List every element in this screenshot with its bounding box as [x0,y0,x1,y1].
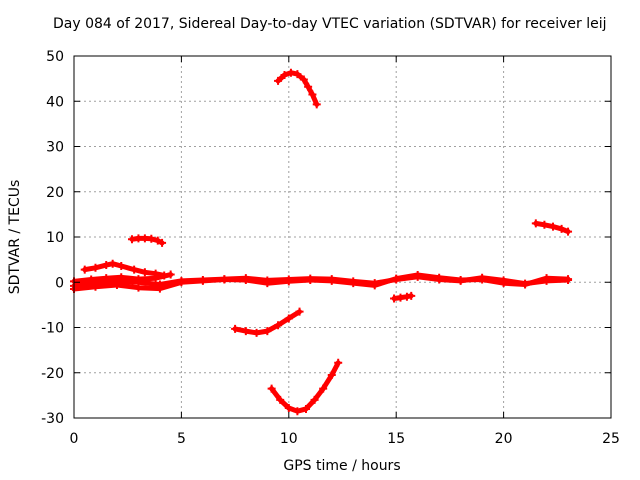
data-point [87,275,96,284]
data-point [310,395,319,404]
data-point [499,279,508,288]
data-point [252,328,261,337]
data-point [117,273,126,282]
data-point [80,265,89,274]
x-tick-label: 5 [177,431,186,447]
data-point [334,358,343,367]
data-point [241,275,250,284]
data-point [102,261,111,270]
data-point [112,280,121,289]
data-point [349,279,358,288]
data-point [91,263,100,272]
data-point [102,274,111,283]
data-point [557,224,566,233]
data-point [435,273,444,282]
data-point [540,220,549,229]
data-point [153,236,162,245]
x-tick-label: 0 [70,431,79,447]
x-tick-label: 25 [602,431,620,447]
y-tick-label: 20 [46,185,64,201]
data-point [327,371,336,380]
data-point [280,71,289,80]
chart-title: Day 084 of 2017, Sidereal Day-to-day VTE… [53,16,607,32]
grid [74,56,611,418]
data-point [299,75,308,84]
data-point [267,384,276,393]
data-point [531,219,540,228]
y-tick-label: 0 [55,275,64,291]
data-point [134,275,143,284]
data-point [91,282,100,291]
data-point [549,222,558,231]
y-tick-label: -30 [41,411,64,427]
data-point [564,227,573,236]
data-point [274,321,283,330]
x-tick-label: 10 [280,431,298,447]
data-point [521,280,530,289]
data-point [284,277,293,286]
data-point [542,274,551,283]
data-point [295,307,304,316]
data-point [286,68,295,77]
data-point [308,90,317,99]
y-axis-label: SDTVAR / TECUs [7,180,23,295]
y-tick-label: 10 [46,230,64,246]
data-point [407,291,416,300]
data-point [456,275,465,284]
data-point [117,261,126,270]
data-point [177,278,186,287]
data-point [158,238,167,247]
data-point [392,274,401,283]
data-point [276,395,285,404]
data-point [564,275,573,284]
data-point [293,70,302,79]
x-tick-label: 15 [387,431,405,447]
data-point [312,100,321,109]
data-point [327,276,336,285]
data-point [231,324,240,333]
data-point [284,404,293,413]
data-point [284,314,293,323]
y-tick-label: 50 [46,49,64,65]
data-point [306,275,315,284]
data-point [478,275,487,284]
data-point [304,82,313,91]
y-tick-label: -20 [41,366,64,382]
data-point [293,407,302,416]
data-point [274,76,283,85]
data-point [134,283,143,292]
x-axis-label: GPS time / hours [283,458,400,474]
data-point [130,265,139,274]
data-point [155,284,164,293]
data-point [319,384,328,393]
data-point [140,268,149,277]
data-point [263,279,272,288]
y-tick-label: -10 [41,321,64,337]
data-point [370,281,379,290]
data-point [108,259,117,268]
x-tick-label: 20 [495,431,513,447]
data-point [147,234,156,243]
data-point [198,276,207,285]
y-tick-label: 40 [46,94,64,110]
data-point [151,269,160,278]
axis-ticks: 0 5 10 15 20 25 -30 -20 -10 0 10 20 30 40 50 [41,49,620,447]
data-point [160,271,169,280]
data-point [220,275,229,284]
data-point [241,327,250,336]
data-point [301,404,310,413]
data-point [263,327,272,336]
y-tick-label: 30 [46,140,64,156]
data-point [413,271,422,280]
plot-area [70,68,573,416]
